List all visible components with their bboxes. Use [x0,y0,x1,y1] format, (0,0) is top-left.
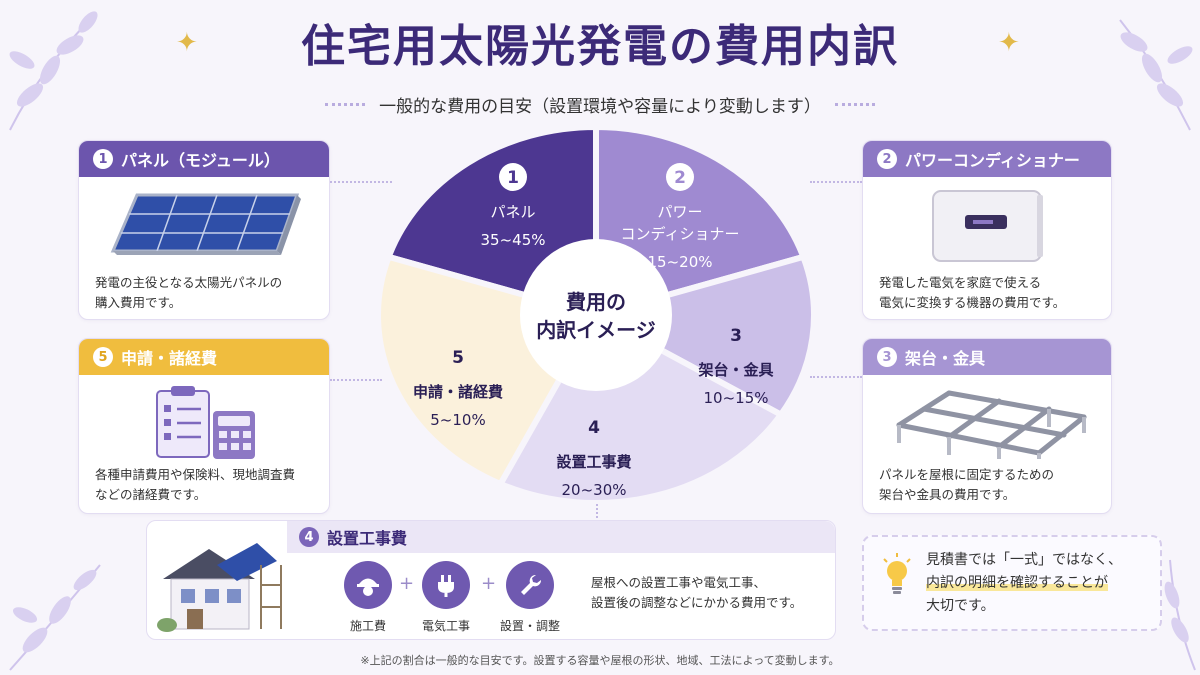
leaf-decoration-left [9,11,98,131]
leaf-decoration-bottom-right [1164,559,1196,671]
connector-line [810,181,862,183]
work-item-label: 設置・調整 [499,619,560,633]
lightbulb-icon [883,553,911,594]
pie-number: 1 [507,168,519,188]
tip-text: 見積書では「一式」ではなく、 内訳の明細を確認することが 大切です。 [926,549,1122,618]
card-panel-title: パネル（モジュール） [121,151,280,170]
pie-slice-range: 5~10% [430,411,485,429]
card-pcs-title: パワーコンディショナー [905,151,1080,170]
pie-slice-3 [588,253,814,419]
desc-line: 発電した電気を家庭で使える [879,275,1042,290]
house-illustration [157,543,282,632]
card-admin-desc: 各種申請費用や保険料、現地調査費 などの諸経費です。 [95,465,317,505]
desc-line: 屋根への設置工事や電気工事、 [591,575,767,590]
desc-line: 購入費用です。 [95,295,182,310]
sparkle-icon: ✦ [998,28,1020,58]
card-panel: 1 パネル（モジュール） 発電の主役となる太陽光パネルの 購入費用です。 [78,140,330,320]
card-rack-desc: パネルを屋根に固定するための 架台や金具の費用です。 [879,465,1099,505]
work-item-electrical: 電気工事 [411,561,481,634]
pie-slice-range: 20~30% [562,481,627,499]
sparkle-icon: ✦ [176,28,198,58]
pie-number: 3 [730,326,742,346]
divider [325,103,366,106]
card-rack-header: 3 架台・金具 [863,339,1111,375]
card-install-desc: 屋根への設置工事や電気工事、 設置後の調整などにかかる費用です。 [591,573,802,613]
work-item-label: 電気工事 [421,619,470,633]
card-install-title: 設置工事費 [327,529,408,548]
card-pcs-desc: 発電した電気を家庭で使える 電気に変換する機器の費用です。 [879,273,1099,313]
tip-line: 見積書では「一式」ではなく、 [926,552,1122,568]
desc-line: 発電の主役となる太陽光パネルの [95,275,283,290]
card-rack: 3 架台・金具 パネルを屋根に固定するための 架台や金具の費用です。 [862,338,1112,514]
solar-panel-illustration [110,193,301,255]
card-admin: 5 申請・諸経費 各種申請費用や保険料、現地調査費 などの諸経費です。 [78,338,330,514]
desc-line: 電気に変換する機器の費用です。 [879,295,1066,310]
badge-number: 2 [877,149,897,169]
card-install: 4 設置工事費 施工費 + 電気工事 + 設置・調整 屋根への設置工事や電気工事… [146,520,836,640]
pie-slice-label: 設置工事費 [556,453,631,471]
power-conditioner-illustration [932,190,1043,262]
mounting-rack-illustration [896,390,1087,459]
desc-line: パネルを屋根に固定するための [879,467,1055,482]
card-pcs-header: 2 パワーコンディショナー [863,141,1111,177]
pie-slice-label: 申請・諸経費 [413,383,503,401]
leaf-decoration-right [1119,19,1193,131]
card-admin-header: 5 申請・諸経費 [79,339,329,375]
work-item-adjustment: 設置・調整 [495,561,565,634]
pie-number-badge [499,163,527,191]
wrench-icon [506,561,554,609]
card-panel-header: 1 パネル（モジュール） [79,141,329,177]
pie-number: 2 [674,168,686,188]
pie-slice-label: 架台・金具 [697,361,773,379]
pie-center-label: 内訳イメージ [536,318,656,342]
pie-slice-label: パネル [490,203,535,221]
worker-helmet-icon [344,561,392,609]
clipboard-calculator-illustration [156,386,255,459]
plug-icon [422,561,470,609]
desc-line: などの諸経費です。 [95,487,207,502]
pie-slice-range: 10~15% [704,389,769,407]
tip-line-highlight: 内訳の明細を確認することが [926,575,1108,591]
connector-line [810,376,862,378]
pie-slice-range: 15~20% [648,253,713,271]
leaf-decoration-bottom-left [9,564,101,671]
card-power-conditioner: 2 パワーコンディショナー 発電した電気を家庭で使える 電気に変換する機器の費用… [862,140,1112,320]
pie-center-label: 費用の [566,290,626,314]
desc-line: 架台や金具の費用です。 [879,487,1016,502]
badge-number: 3 [877,347,897,367]
pie-slice-label: パワー [657,203,702,221]
divider [834,103,875,106]
tip-line: 大切です。 [926,598,995,614]
card-install-header: 4 設置工事費 [287,521,835,553]
card-rack-title: 架台・金具 [905,349,986,368]
connector-line [596,500,598,522]
card-admin-title: 申請・諸経費 [121,349,218,368]
connector-line [330,181,392,183]
desc-line: 設置後の調整などにかかる費用です。 [591,595,803,610]
plus-icon: + [399,573,415,594]
plus-icon: + [481,573,497,594]
subtitle-row: 一般的な費用の目安（設置環境や容量により変動します） [0,92,1200,117]
badge-number: 1 [93,149,113,169]
pie-number: 4 [588,418,600,438]
work-item-label: 施工費 [349,619,386,633]
connector-line [330,379,382,381]
pie-slice-label: コンディショナー [621,225,740,243]
pie-center [520,239,672,391]
subtitle: 一般的な費用の目安（設置環境や容量により変動します） [379,97,821,117]
desc-line: 各種申請費用や保険料、現地調査費 [95,467,296,482]
work-item-construction: 施工費 [333,561,403,634]
pie-slice-range: 35~45% [481,231,546,249]
pie-number-badge [666,163,694,191]
page-title: 住宅用太陽光発電の費用内訳 [301,21,899,72]
card-panel-desc: 発電の主役となる太陽光パネルの 購入費用です。 [95,273,317,313]
pie-number: 5 [452,348,464,368]
footnote: ※上記の割合は一般的な目安です。設置する容量や屋根の形状、地域、工法によって変動… [360,654,840,667]
tip-box: 見積書では「一式」ではなく、 内訳の明細を確認することが 大切です。 [862,535,1162,631]
badge-number: 5 [93,347,113,367]
badge-number: 4 [299,527,319,547]
